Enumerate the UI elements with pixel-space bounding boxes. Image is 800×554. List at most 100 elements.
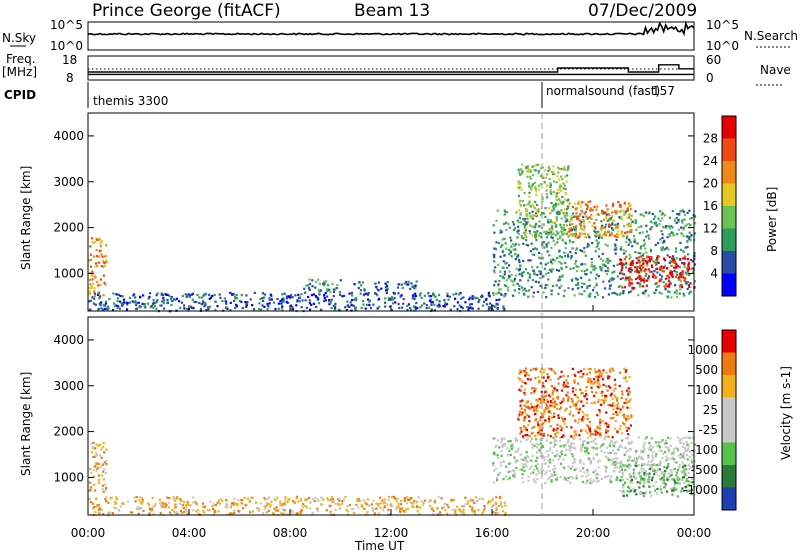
echo-cell (569, 410, 572, 413)
echo-cell (493, 469, 496, 472)
echo-cell (663, 479, 666, 482)
echo-cell (102, 304, 105, 307)
echo-cell (679, 288, 682, 291)
echo-cell (104, 472, 108, 475)
echo-cell (583, 471, 586, 474)
echo-cell (637, 436, 640, 439)
echo-cell (513, 244, 516, 247)
echo-cell (224, 506, 227, 509)
echo-cell (400, 294, 403, 297)
echo-cell (536, 403, 539, 406)
echo-cell (551, 237, 554, 240)
echo-cell (537, 188, 540, 191)
echo-cell (249, 298, 252, 301)
x-tick-label: 20:00 (576, 526, 611, 540)
echo-cell (399, 499, 402, 502)
echo-cell (552, 468, 555, 471)
echo-cell (580, 400, 583, 403)
echo-cell (689, 224, 692, 227)
echo-cell (495, 444, 498, 447)
echo-cell (621, 264, 624, 267)
echo-cell (286, 499, 289, 502)
echo-cell (159, 501, 162, 504)
echo-cell (571, 232, 574, 235)
echo-cell (657, 217, 660, 220)
echo-cell (99, 454, 102, 457)
echo-cell (682, 442, 686, 446)
echo-cell (91, 278, 94, 281)
echo-cell (687, 464, 690, 467)
echo-cell (378, 305, 381, 308)
echo-cell (554, 372, 557, 375)
echo-cell (553, 465, 556, 468)
echo-cell (692, 465, 695, 468)
echo-cell (541, 196, 544, 199)
echo-cell (571, 223, 574, 226)
echo-cell (673, 291, 676, 294)
echo-cell (614, 452, 618, 455)
echo-cell (589, 209, 592, 212)
echo-cell (402, 510, 405, 513)
echo-cell (234, 502, 238, 505)
echo-cell (300, 293, 303, 296)
echo-cell (626, 406, 629, 409)
echo-cell (229, 504, 232, 507)
echo-cell (95, 238, 98, 241)
echo-cell (593, 222, 596, 225)
echo-cell (95, 255, 98, 258)
echo-cell (688, 292, 691, 295)
echo-cell (406, 304, 409, 308)
echo-cell (598, 424, 602, 427)
echo-cell (669, 282, 672, 285)
echo-cell (520, 413, 523, 416)
echo-cell (112, 292, 115, 295)
echo-cell (377, 512, 380, 515)
echo-cell (387, 297, 391, 300)
echo-cell (460, 297, 463, 300)
echo-cell (380, 287, 383, 290)
echo-cell (565, 425, 568, 428)
echo-cell (549, 183, 552, 186)
echo-cell (642, 492, 645, 495)
echo-cell (505, 221, 508, 224)
echo-cell (690, 459, 693, 462)
echo-cell (615, 212, 618, 215)
echo-cell (625, 237, 628, 240)
echo-cell (375, 507, 378, 510)
echo-cell (493, 256, 496, 259)
echo-cell (552, 258, 555, 261)
echo-cell (595, 218, 598, 222)
echo-cell (196, 294, 199, 297)
echo-cell (539, 416, 542, 419)
echo-cell (491, 497, 494, 500)
echo-cell (535, 445, 539, 449)
echo-cell (549, 425, 552, 428)
echo-cell (675, 488, 678, 491)
echo-cell (633, 235, 636, 238)
echo-cell (595, 480, 598, 483)
echo-cell (101, 488, 104, 491)
echo-cell (375, 285, 378, 289)
echo-cell (122, 503, 125, 506)
echo-cell (393, 292, 397, 295)
echo-cell (628, 284, 631, 287)
echo-cell (595, 375, 598, 378)
echo-cell (673, 218, 676, 221)
echo-cell (583, 221, 586, 224)
echo-cell (594, 250, 597, 253)
echo-cell (631, 220, 634, 223)
echo-cell (671, 489, 674, 492)
echo-cell (447, 298, 450, 301)
echo-cell (528, 415, 531, 418)
echo-cell (675, 271, 678, 274)
echo-cell (494, 445, 497, 449)
echo-cell (301, 299, 304, 302)
echo-cell (99, 252, 102, 255)
echo-cell (403, 282, 406, 285)
echo-cell (572, 414, 575, 417)
echo-cell (513, 277, 517, 280)
echo-cell (492, 511, 495, 514)
echo-cell (234, 303, 238, 306)
echo-cell (615, 238, 618, 241)
echo-cell (170, 303, 173, 307)
